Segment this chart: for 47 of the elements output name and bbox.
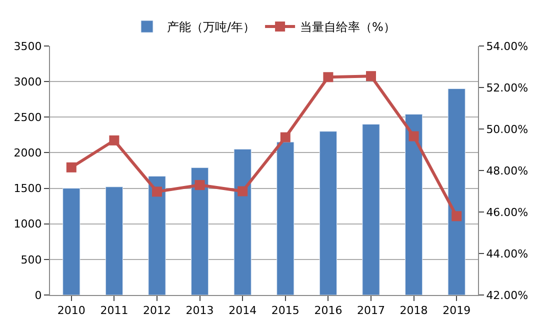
x-tick-label: 2012 bbox=[143, 304, 171, 318]
legend-label: 产能（万吨/年） bbox=[167, 20, 256, 34]
y2-tick-label: 46.00% bbox=[486, 206, 528, 219]
x-tick-label: 2015 bbox=[271, 304, 300, 318]
bar bbox=[276, 142, 294, 295]
x-tick-label: 2017 bbox=[357, 304, 385, 318]
point bbox=[238, 186, 248, 196]
y-tick-label: 3000 bbox=[14, 75, 42, 88]
point bbox=[408, 131, 419, 142]
bar bbox=[234, 148, 252, 295]
y2-tick-label: 52.00% bbox=[486, 81, 528, 94]
x-tick-label: 2019 bbox=[442, 304, 471, 318]
y2-tick-label: 54.00% bbox=[486, 40, 528, 53]
bar bbox=[448, 88, 466, 295]
x-tick-label: 2011 bbox=[100, 304, 128, 318]
y2-tick-label: 44.00% bbox=[486, 247, 528, 260]
y2-tick-label: 42.00% bbox=[486, 288, 528, 302]
bar bbox=[105, 186, 124, 295]
bar bbox=[148, 176, 166, 295]
point bbox=[323, 72, 334, 82]
y-tick-label: 0 bbox=[34, 288, 42, 302]
y-tick-label: 1000 bbox=[14, 218, 42, 231]
point bbox=[109, 135, 120, 146]
x-tick-label: 2014 bbox=[228, 304, 257, 318]
bar bbox=[190, 167, 209, 295]
bar bbox=[319, 131, 338, 295]
point bbox=[194, 180, 205, 190]
point bbox=[452, 211, 462, 222]
x-tick-label: 2010 bbox=[57, 304, 86, 318]
y2-tick-label: 50.00% bbox=[486, 122, 528, 136]
y2-tick-label: 48.00% bbox=[486, 164, 528, 178]
point bbox=[66, 162, 76, 172]
point bbox=[280, 132, 290, 142]
y-tick-label: 3500 bbox=[14, 40, 42, 53]
bar bbox=[362, 124, 380, 295]
x-tick-label: 2016 bbox=[314, 304, 342, 318]
bar bbox=[404, 114, 423, 295]
y-tick-label: 1500 bbox=[14, 182, 42, 196]
x-tick-label: 2013 bbox=[186, 304, 214, 318]
y-tick-label: 2000 bbox=[14, 146, 42, 160]
point bbox=[152, 186, 162, 197]
y-tick-label: 500 bbox=[20, 253, 42, 266]
point bbox=[366, 71, 376, 82]
x-tick-label: 2018 bbox=[400, 304, 428, 318]
y-tick-label: 2500 bbox=[14, 110, 42, 124]
bar bbox=[62, 188, 80, 295]
legend-label: 当量自给率（%） bbox=[300, 20, 396, 34]
